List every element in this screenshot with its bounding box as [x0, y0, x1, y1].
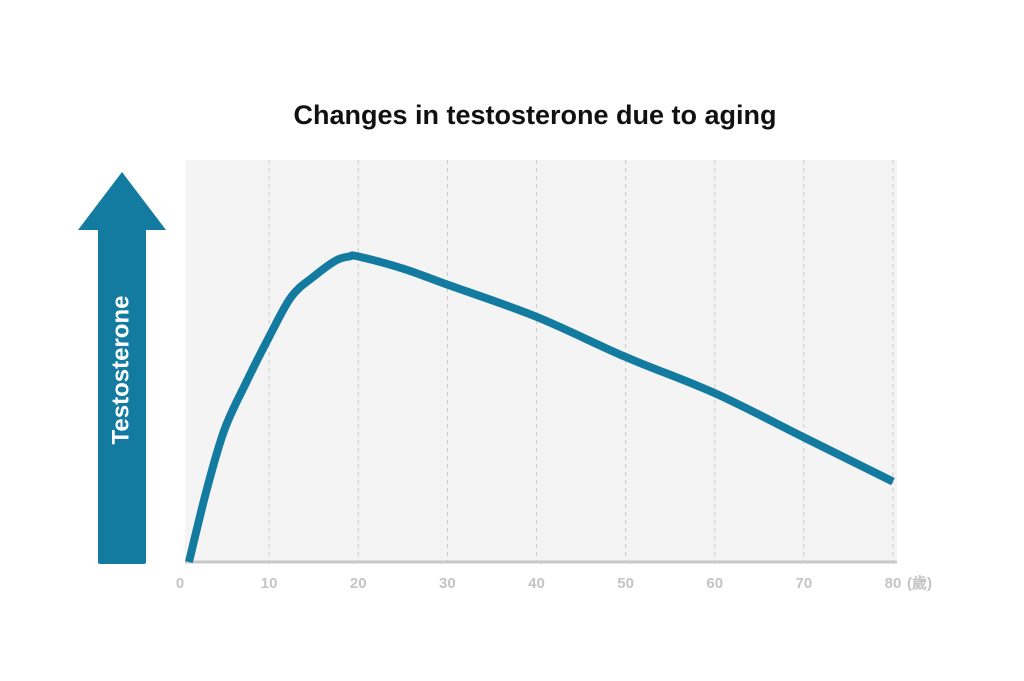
x-tick-label: 50	[617, 575, 634, 592]
y-arrow	[78, 172, 166, 564]
x-unit: (歲)	[907, 574, 932, 592]
x-tick-label: 10	[261, 575, 278, 592]
grid	[268, 160, 894, 562]
plot	[185, 251, 895, 563]
y-axis-label: Testosterone	[107, 296, 134, 445]
x-tick-label: 80	[885, 575, 902, 592]
x-tick-label: 30	[439, 575, 456, 592]
x-tick-label: 0	[176, 575, 184, 592]
x-tick-label: 40	[528, 575, 545, 592]
chart-title: Changes in testosterone due to aging	[293, 100, 776, 130]
x-tick-label: 70	[796, 575, 813, 592]
plot-area	[185, 160, 897, 562]
x-tick-label: 20	[350, 575, 367, 592]
line	[185, 251, 895, 563]
x-tick-label: 60	[706, 575, 723, 592]
